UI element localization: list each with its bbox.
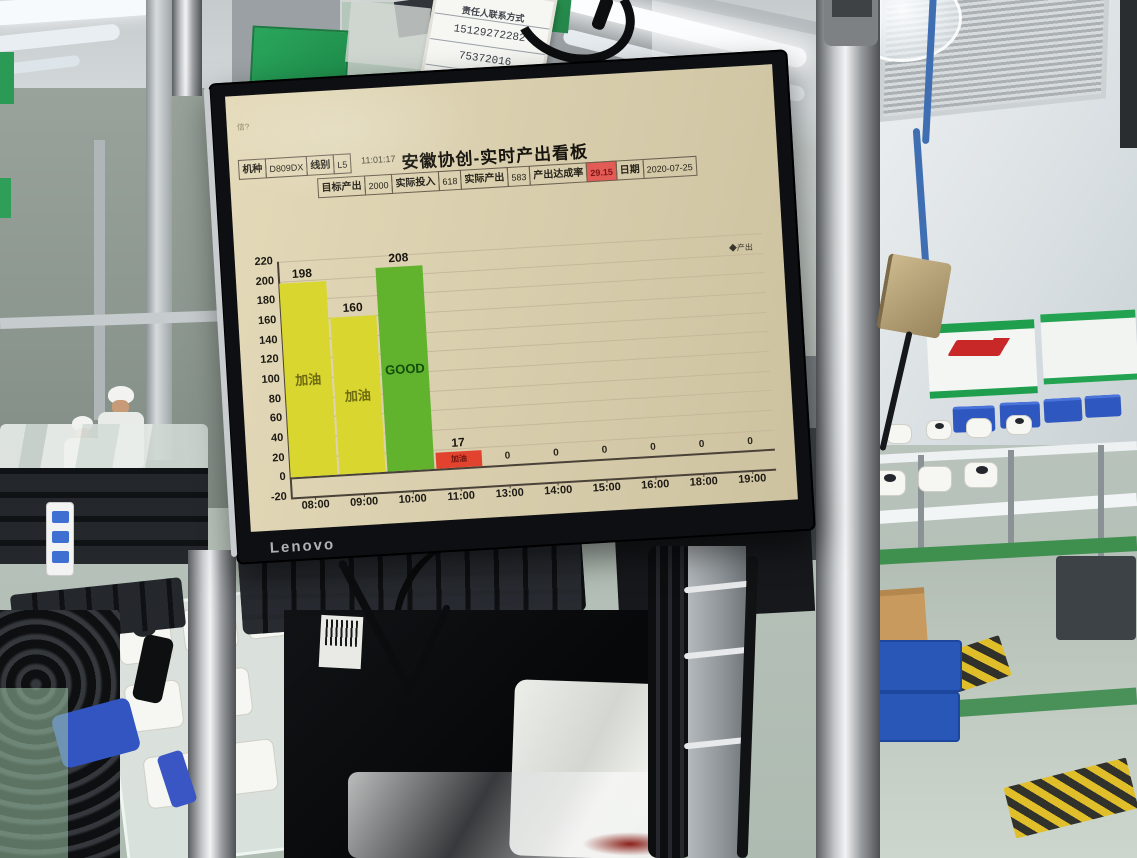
y-axis-tick-label: 140: [258, 333, 278, 347]
field-label: 产出达成率: [528, 162, 588, 186]
monitor-mount-pole: [172, 0, 202, 96]
bar-value-label: 208: [387, 249, 409, 266]
power-outlet: [52, 531, 69, 543]
output-bar: GOOD: [375, 265, 435, 473]
x-axis-tick: [703, 472, 705, 477]
bar-value-label: 0: [601, 444, 608, 457]
monitor-screen: 信? 机种D809DX线别L5 11:01:17 安徽协创-实时产出看板 目标产…: [225, 64, 798, 532]
paper-sign: [344, 0, 432, 71]
output-bar: 加油: [329, 315, 386, 475]
workbench-leg: [1098, 445, 1104, 557]
wall-edge: [1120, 0, 1137, 148]
x-axis-tick: [606, 478, 608, 483]
aluminum-frame: [146, 0, 172, 460]
field-value: 583: [506, 165, 531, 188]
monitor-mount-pole: [188, 550, 236, 858]
x-axis-tick: [460, 487, 462, 492]
blue-bin: [1043, 397, 1083, 423]
bar-value-label: 160: [342, 299, 364, 316]
x-axis-tick: [654, 475, 657, 480]
workbench-leg: [918, 455, 924, 555]
power-outlet: [52, 551, 69, 563]
field-value: 2020-07-25: [642, 155, 698, 179]
y-axis-tick-label: 40: [270, 431, 284, 445]
y-axis-tick-label: 160: [257, 314, 277, 328]
white-device: [964, 462, 998, 488]
steel-pole: [816, 0, 880, 858]
shelf-sign: [1040, 309, 1137, 385]
power-strip: [46, 502, 74, 576]
y-axis-tick-label: 100: [261, 372, 281, 386]
y-axis-tick-label: 0: [279, 471, 287, 484]
bar-value-label: 0: [504, 450, 511, 463]
bar-value-label: 0: [698, 439, 705, 451]
shelf-sign: [926, 319, 1038, 399]
aluminum-frame: [94, 140, 105, 420]
bar-status-label: GOOD: [384, 359, 426, 378]
y-axis-tick-label: 120: [260, 353, 280, 367]
bar-value-label: 0: [552, 447, 560, 460]
green-sign: [0, 178, 11, 218]
lenovo-logo: Lenovo: [269, 535, 336, 557]
y-axis-tick-label: 20: [271, 451, 285, 465]
equipment: [1056, 556, 1136, 640]
blue-bin: [1084, 394, 1122, 418]
x-axis-tick: [557, 481, 559, 486]
barcode-sticker: [318, 614, 364, 670]
screen-glare: [225, 64, 492, 209]
x-axis-tick: [412, 490, 414, 495]
bar-status-label: 加油: [344, 387, 372, 405]
barcode: [324, 619, 359, 647]
white-device: [926, 420, 952, 440]
y-axis-tick-label: 200: [255, 274, 275, 288]
power-adapter: [832, 0, 872, 17]
bar-status-label: 加油: [450, 454, 468, 465]
cable-duct: [688, 546, 746, 858]
field-value-rate: 29.15: [585, 160, 618, 183]
white-device: [918, 466, 952, 492]
output-bar-chart: 220 200 180 160 140 120 100 80 60 40 20 0 -20 08:00 加油…: [244, 183, 786, 528]
bar-value-label: 198: [291, 265, 313, 281]
y-axis-tick-label: 60: [269, 412, 283, 425]
chart-legend: ◆产出: [728, 242, 754, 254]
worker: [112, 400, 129, 414]
x-axis-tick: [315, 495, 317, 501]
power-outlet: [52, 511, 69, 523]
field-label: 日期: [615, 158, 645, 181]
monitor: 信? 机种D809DX线别L5 11:01:17 安徽协创-实时产出看板 目标产…: [203, 49, 816, 565]
bar-value-label: 17: [450, 434, 466, 450]
bar-value-label: 0: [649, 442, 657, 454]
y-axis-tick-label: -20: [270, 490, 288, 504]
green-sign: [0, 52, 14, 104]
cable-coupler: [875, 253, 953, 339]
y-axis-tick-label: 180: [256, 294, 276, 308]
black-tray-stack: [0, 468, 208, 564]
bar-status-label: 加油: [294, 371, 322, 389]
worker-cap: [108, 386, 134, 404]
x-axis-tick: [751, 470, 754, 475]
cable-bundle: [648, 546, 692, 858]
green-surface: [0, 688, 68, 858]
workbench-leg: [1008, 450, 1014, 556]
x-axis-tick: [363, 493, 365, 498]
bar-value-label: 0: [747, 436, 754, 448]
y-axis-tick-label: 220: [254, 255, 274, 269]
white-device: [966, 418, 992, 438]
white-device: [1006, 415, 1032, 435]
output-bar: 加油: [435, 449, 483, 470]
x-axis-tick: [509, 484, 511, 489]
y-axis-tick-label: 80: [268, 392, 282, 406]
gridline: [276, 233, 763, 263]
